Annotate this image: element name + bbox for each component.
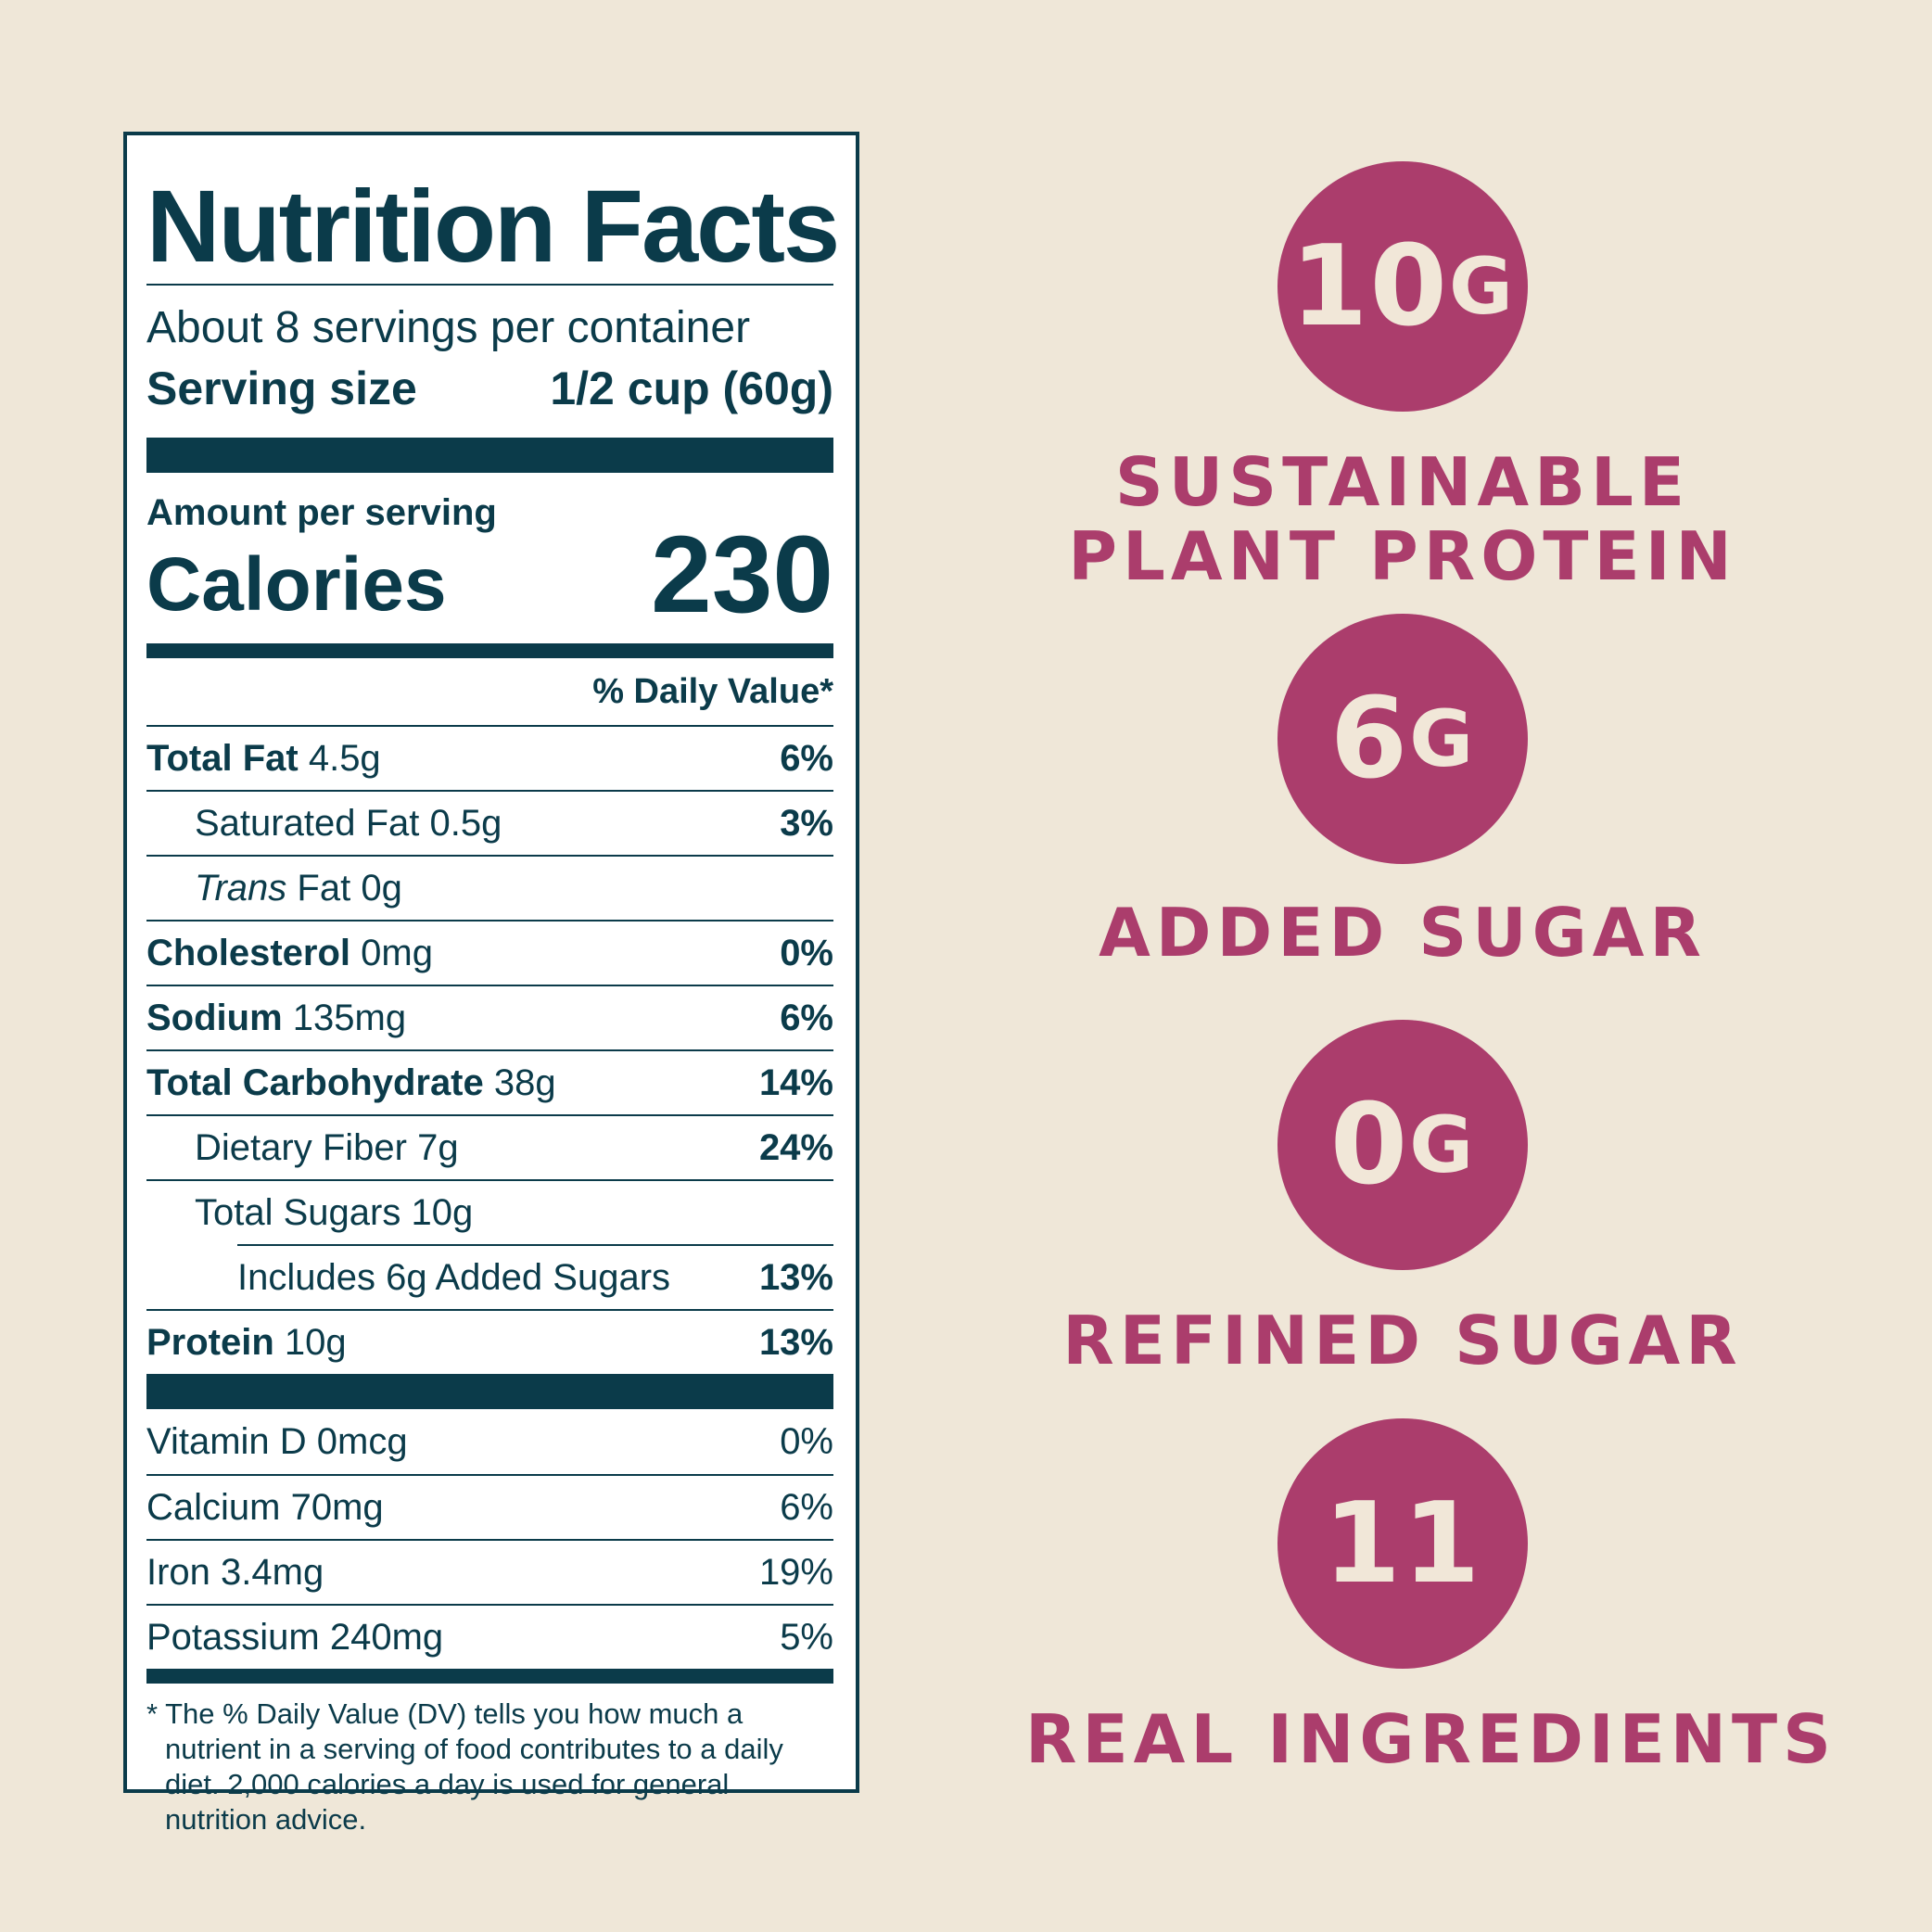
nutrient-row-cholesterol: Cholesterol 0mg 0% xyxy=(146,920,833,985)
nutrient-row-total-fat: Total Fat 4.5g 6% xyxy=(146,725,833,790)
daily-value-footnote: * The % Daily Value (DV) tells you how m… xyxy=(146,1697,783,1836)
badge-unit: G xyxy=(1409,693,1476,784)
badge-caption: REAL INGREDIENTS xyxy=(1025,1700,1837,1778)
calories-value: 230 xyxy=(651,514,833,636)
nutrient-row-total-sugars: Total Sugars 10g xyxy=(146,1179,833,1244)
divider-mid xyxy=(146,643,833,658)
vitamin-row-vitamin-d: Vitamin D 0mcg 0% xyxy=(146,1420,833,1462)
vitamin-row-calcium: Calcium 70mg 6% xyxy=(146,1474,833,1539)
divider xyxy=(146,284,833,286)
divider-thick xyxy=(146,1374,833,1409)
servings-per-container: About 8 servings per container xyxy=(146,303,751,352)
nutrient-row-added-sugars: Includes 6g Added Sugars 13% xyxy=(237,1244,833,1309)
nutrient-row-total-carbohydrate: Total Carbohydrate 38g 14% xyxy=(146,1049,833,1114)
nutrient-row-saturated-fat: Saturated Fat 0.5g 3% xyxy=(146,790,833,855)
nutrient-row-dietary-fiber: Dietary Fiber 7g 24% xyxy=(146,1114,833,1179)
divider-mid xyxy=(146,1669,833,1684)
badge-plant-protein: 10 G SUSTAINABLE PLANT PROTEIN xyxy=(1025,161,1780,593)
nutrition-facts-title: Nutrition Facts xyxy=(146,170,840,284)
vitamin-row-iron: Iron 3.4mg 19% xyxy=(146,1539,833,1604)
badge-caption: SUSTAINABLE PLANT PROTEIN xyxy=(1068,443,1737,595)
nutrient-row-protein: Protein 10g 13% xyxy=(146,1309,833,1374)
badge-circle: 11 xyxy=(1277,1418,1528,1669)
divider-thick xyxy=(146,438,833,473)
vitamin-row-potassium: Potassium 240mg 5% xyxy=(146,1604,833,1669)
badge-unit: G xyxy=(1409,1099,1476,1190)
badge-circle: 10 G xyxy=(1277,161,1528,412)
badge-number: 11 xyxy=(1323,1479,1482,1608)
calories-label: Calories xyxy=(146,542,447,627)
amount-per-serving: Amount per serving xyxy=(146,492,497,533)
nutrient-row-trans-fat: Trans Fat 0g xyxy=(146,855,833,920)
badge-number: 6 xyxy=(1329,674,1410,804)
badge-number: 10 xyxy=(1290,222,1450,351)
nutrition-facts-label: Nutrition Facts About 8 servings per con… xyxy=(123,132,859,1836)
daily-value-header: % Daily Value* xyxy=(592,672,833,711)
calories-row: Calories 230 xyxy=(146,520,833,629)
badge-number: 0 xyxy=(1329,1080,1410,1210)
badge-caption: ADDED SUGAR xyxy=(1099,894,1707,972)
badge-caption: REFINED SUGAR xyxy=(1062,1302,1743,1379)
nutrient-row-sodium: Sodium 135mg 6% xyxy=(146,985,833,1049)
serving-size-row: Serving size 1/2 cup (60g) xyxy=(146,356,833,421)
badge-real-ingredients: 11 REAL INGREDIENTS xyxy=(1025,1418,1837,1778)
serving-size-label: Serving size xyxy=(146,362,417,414)
serving-size-value: 1/2 cup (60g) xyxy=(550,362,833,414)
badge-unit: G xyxy=(1449,241,1515,332)
